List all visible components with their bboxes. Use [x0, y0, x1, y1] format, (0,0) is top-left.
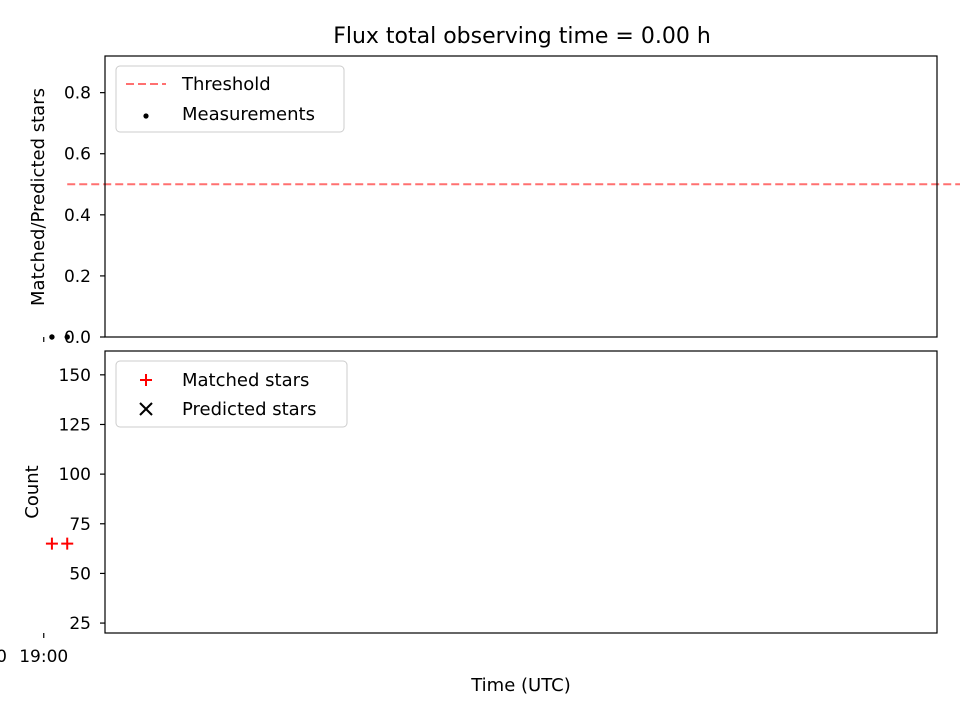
bottom-y-tick-label: 50: [69, 564, 91, 584]
legend-measurements-swatch: [143, 113, 149, 119]
top-axes-frame: [104, 55, 938, 338]
bottom-y-tick-label: 75: [69, 515, 91, 535]
measurement-point: [64, 334, 70, 340]
top-y-tick-label: 0.0: [64, 328, 91, 348]
legend-matched-swatch: [140, 374, 152, 386]
legend-predicted-swatch: [139, 402, 153, 416]
legend-measurements-label: Measurements: [182, 104, 315, 125]
bottom-y-tick-label: 100: [59, 465, 91, 485]
legend-predicted-label: Predicted stars: [182, 399, 316, 420]
measurement-point: [49, 334, 55, 340]
top-y-tick-label: 0.8: [64, 84, 91, 104]
bottom-y-tick-label: 150: [59, 366, 91, 386]
top-plot-area: 0.0 0.2 0.4 0.6 0.8: [43, 55, 960, 348]
matched-star-point: [45, 537, 58, 550]
bottom-axes-frame: [104, 350, 938, 634]
legend-threshold-label: Threshold: [181, 74, 271, 95]
x-tick-label: 20:00: [0, 647, 7, 667]
top-chart-title: Flux total observing time = 0.00 h: [333, 24, 711, 49]
top-legend: Threshold Measurements: [115, 65, 345, 133]
top-y-tick-label: 0.2: [64, 267, 91, 287]
x-axis-label: Time (UTC): [470, 675, 571, 696]
top-y-tick-label: 0.4: [64, 206, 91, 226]
matched-star-point: [61, 537, 74, 550]
legend-matched-label: Matched stars: [182, 370, 309, 391]
bottom-y-axis-label: Count: [22, 465, 43, 518]
top-y-axis-label: Matched/Predicted stars: [28, 88, 49, 306]
bottom-y-tick-label: 125: [59, 415, 91, 435]
top-y-tick-label: 0.6: [64, 145, 91, 165]
x-tick-label: 19:00: [19, 647, 68, 667]
bottom-legend: Matched stars Predicted stars: [115, 360, 348, 428]
bottom-y-tick-label: 25: [69, 614, 91, 634]
